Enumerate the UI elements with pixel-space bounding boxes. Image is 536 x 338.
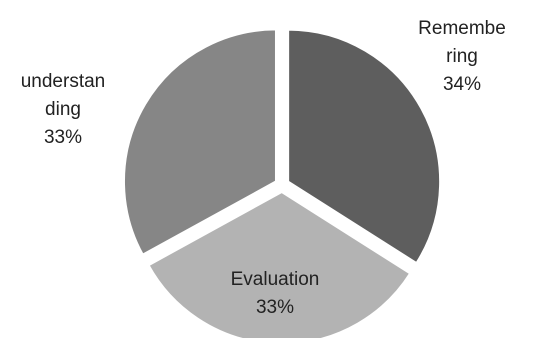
- slice-percent-label: 33%: [44, 127, 82, 148]
- slice-label-3: understan ding 33%: [21, 71, 106, 148]
- slice-percent-label: 34%: [443, 74, 481, 95]
- slice-label-2: Evaluation 33%: [231, 269, 320, 318]
- pie-labels: Remembe ring 34% Evaluation 33% understan ding…: [21, 18, 506, 318]
- slice-name-label: ding: [45, 99, 81, 120]
- pie-slice-2: [147, 190, 412, 338]
- slice-name-label: understan: [21, 71, 106, 92]
- slice-label-1: Remembe ring 34%: [418, 18, 506, 95]
- slice-name-label: Evaluation: [231, 269, 320, 290]
- slice-name-label: Remembe: [418, 18, 506, 39]
- slice-percent-label: 33%: [256, 297, 294, 318]
- pie-slice-3: [123, 28, 277, 257]
- pie-slices: [123, 28, 442, 338]
- pie-slice-1: [287, 28, 442, 265]
- slice-name-label: ring: [446, 46, 478, 67]
